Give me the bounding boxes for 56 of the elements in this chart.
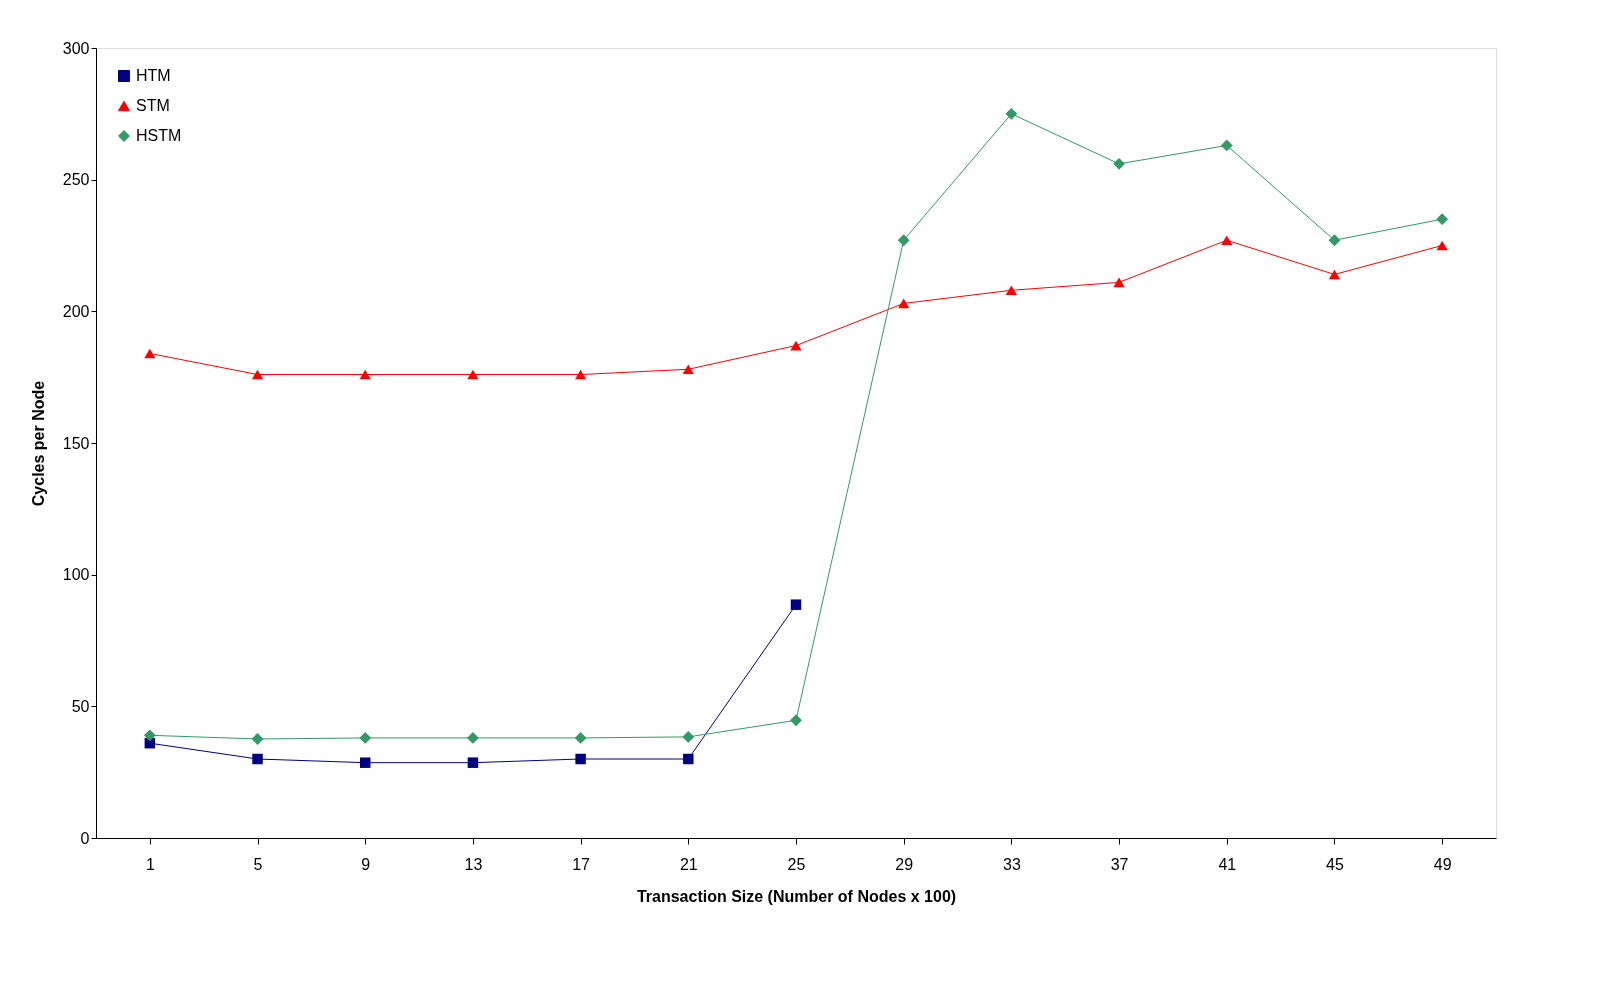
x-tick-label: 25 [787, 855, 806, 873]
x-tick-label: 17 [572, 855, 591, 873]
point [1328, 269, 1341, 280]
point [682, 364, 694, 375]
point [897, 234, 910, 247]
point [467, 732, 479, 744]
point [467, 369, 479, 380]
point [898, 298, 910, 309]
point [251, 369, 264, 380]
x-tick-label: 45 [1326, 855, 1344, 873]
x-tick-label: 41 [1218, 855, 1237, 873]
point [1005, 107, 1018, 120]
y-tick-label: 250 [62, 171, 90, 189]
point [1113, 157, 1125, 170]
point [575, 753, 586, 765]
legend-label: HTM [136, 67, 171, 84]
x-tick-label: 1 [145, 855, 155, 873]
x-tick-label: 37 [1110, 855, 1129, 873]
point [574, 732, 587, 744]
point [1436, 213, 1449, 226]
x-tick-label: 5 [253, 855, 263, 873]
x-tick-label: 33 [1002, 855, 1021, 873]
y-axis-title: Cycles per Node [29, 380, 47, 507]
y-tick-label: 0 [80, 829, 90, 847]
point [1005, 285, 1017, 296]
point [683, 753, 694, 765]
point [1328, 234, 1341, 247]
point [252, 753, 263, 765]
x-tick-label: 49 [1433, 855, 1452, 873]
y-tick-label: 50 [71, 697, 90, 715]
x-tick-label: 9 [361, 855, 371, 873]
point [575, 369, 587, 380]
point [790, 599, 802, 610]
y-tick-label: 200 [62, 302, 90, 320]
y-tick-label: 100 [62, 566, 90, 584]
point [467, 757, 479, 768]
x-tick-label: 13 [464, 855, 483, 873]
point [144, 348, 156, 359]
point [359, 757, 371, 768]
legend-label: STM [136, 97, 170, 114]
x-tick-label: 21 [679, 855, 698, 873]
y-tick-label: 300 [62, 39, 90, 57]
point [682, 730, 695, 743]
y-tick-label: 150 [62, 434, 90, 452]
point [1220, 139, 1233, 152]
legend-label: HSTM [136, 127, 182, 144]
point [1221, 235, 1233, 246]
point [1113, 277, 1125, 288]
x-axis-title: Transaction Size (Number of Nodes x 100) [636, 887, 957, 905]
point [359, 369, 371, 380]
point [251, 733, 264, 745]
point [1436, 240, 1448, 251]
point [790, 714, 802, 727]
point [143, 729, 156, 742]
x-tick-label: 29 [895, 855, 914, 873]
point [359, 732, 372, 744]
